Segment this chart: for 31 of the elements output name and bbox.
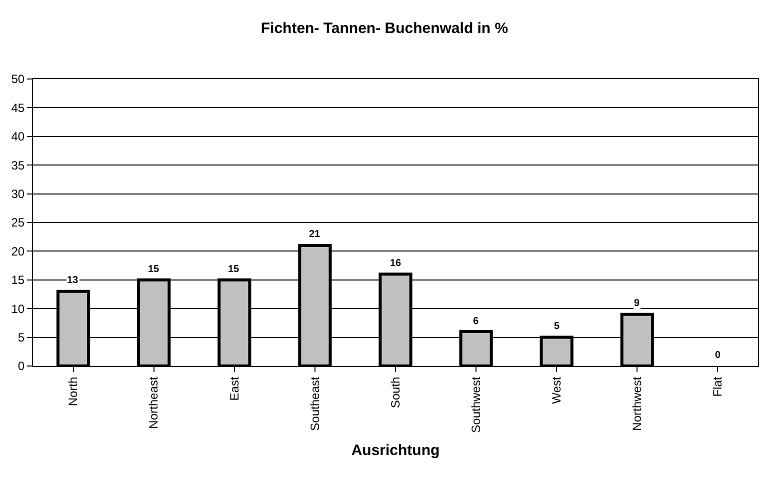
- x-tick-label: Southeast: [308, 376, 322, 431]
- data-label: 16: [390, 258, 402, 269]
- y-tick-label: 5: [18, 330, 25, 344]
- data-label: 5: [554, 321, 560, 332]
- y-tick-label: 45: [11, 100, 25, 115]
- x-tick-label: North: [66, 376, 80, 406]
- y-tick-label: 20: [11, 244, 25, 258]
- x-tick-label: Southwest: [468, 376, 483, 433]
- data-label: 21: [309, 229, 321, 240]
- x-axis-title: Ausrichtung: [351, 442, 440, 459]
- data-label: 0: [715, 350, 721, 361]
- data-label: 9: [634, 298, 640, 309]
- y-tick-label: 40: [11, 130, 25, 144]
- data-label: 6: [473, 316, 479, 327]
- y-tick-label: 35: [11, 158, 25, 172]
- y-tick-label: 30: [11, 187, 25, 201]
- data-label: 15: [148, 264, 160, 275]
- y-tick-label: 15: [11, 273, 25, 288]
- x-tick-label: Northeast: [146, 376, 161, 429]
- y-tick-label: 10: [11, 302, 25, 316]
- data-label: 13: [67, 275, 79, 286]
- y-tick-label: 50: [11, 72, 25, 86]
- x-tick-label: East: [227, 376, 242, 401]
- y-tick-label: 25: [11, 216, 25, 230]
- x-tick-label: South: [388, 376, 402, 408]
- x-tick-label: Flat: [710, 376, 725, 397]
- y-tick-label: 0: [18, 359, 25, 374]
- chart-title: Fichten- Tannen- Buchenwald in %: [260, 20, 508, 37]
- x-tick-label: West: [550, 376, 564, 404]
- x-tick-label: Northwest: [630, 376, 644, 431]
- data-label: 15: [228, 264, 240, 275]
